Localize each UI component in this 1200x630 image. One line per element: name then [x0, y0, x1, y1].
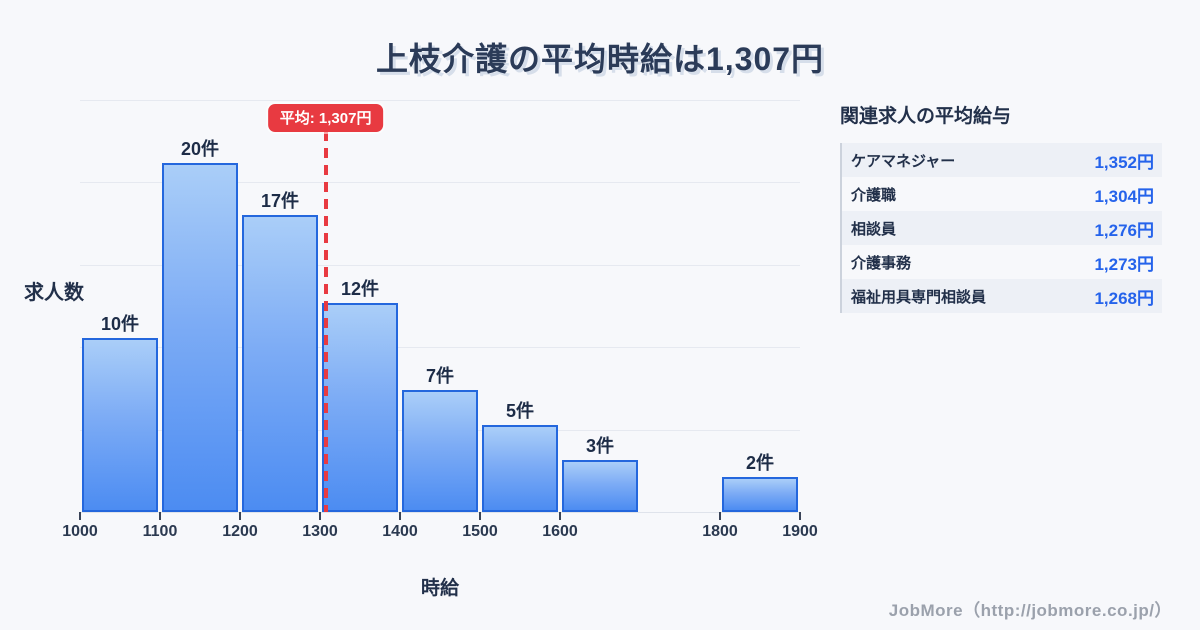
- salary-row-value: 1,304円: [1094, 186, 1154, 206]
- x-axis-label: 時給: [420, 578, 460, 599]
- y-axis-label: 求人数: [24, 282, 84, 304]
- salary-row-label: 介護職: [851, 186, 897, 204]
- gridline: [80, 347, 800, 349]
- page-title: 上枝介護の平均時給は1,307円: [375, 41, 825, 77]
- histogram-bar: [162, 163, 238, 512]
- x-tick-label: 1100: [142, 523, 178, 540]
- histogram-bar: [322, 302, 398, 512]
- histogram-bar: [562, 459, 638, 512]
- histogram-bar: [242, 215, 318, 512]
- x-axis-tick: [239, 512, 241, 520]
- bar-count-label: 12件: [340, 278, 380, 299]
- bar-count-label: 2件: [745, 453, 775, 474]
- x-tick-label: 1600: [542, 523, 578, 540]
- related-salaries-list: ケアマネジャー 1,352円介護職 1,304円相談員 1,276円介護事務 1,273…: [840, 143, 1162, 313]
- salary-row: 介護事務 1,273円: [842, 245, 1162, 279]
- x-tick-label: 1500: [462, 523, 498, 540]
- salary-row-value: 1,273円: [1094, 254, 1154, 274]
- x-axis-tick: [719, 512, 721, 520]
- histogram-bar: [402, 389, 478, 512]
- salary-row: 相談員 1,276円: [842, 211, 1162, 245]
- x-axis-tick: [559, 512, 561, 520]
- bar-count-label: 3件: [585, 435, 615, 456]
- average-badge: 平均: 1,307円: [267, 104, 384, 132]
- histogram-bar: [482, 424, 558, 513]
- x-axis-tick: [79, 512, 81, 520]
- bar-count-label: 20件: [180, 139, 220, 159]
- salary-row-label: 福祉用具専門相談員: [851, 288, 987, 306]
- x-axis-tick: [319, 512, 321, 520]
- x-axis-tick: [159, 512, 161, 520]
- x-tick-label: 1300: [302, 523, 338, 540]
- x-tick-label: 1000: [62, 523, 98, 540]
- salary-row: 介護職 1,304円: [842, 177, 1162, 211]
- salary-row-value: 1,268円: [1094, 288, 1154, 308]
- salary-row-label: 介護事務: [851, 254, 912, 272]
- salary-row: ケアマネジャー 1,352円: [842, 143, 1162, 177]
- salary-row: 福祉用具専門相談員 1,268円: [842, 279, 1162, 313]
- salary-row-label: ケアマネジャー: [851, 152, 956, 170]
- x-tick-label: 1200: [222, 523, 258, 540]
- x-axis-line: [80, 512, 800, 513]
- x-axis-tick: [399, 512, 401, 520]
- related-salaries-title: 関連求人の平均給与: [840, 106, 1012, 127]
- average-line: [323, 131, 328, 512]
- x-axis-tick: [799, 512, 801, 520]
- salary-row-value: 1,276円: [1094, 220, 1154, 240]
- x-tick-label: 1400: [382, 523, 418, 540]
- gridline: [80, 100, 800, 101]
- gridline: [80, 264, 800, 266]
- x-tick-label: 1900: [782, 523, 818, 540]
- x-tick-label: 1800: [702, 523, 738, 540]
- histogram-bar: [82, 337, 158, 512]
- salary-row-value: 1,352円: [1094, 152, 1154, 172]
- bar-count-label: 5件: [505, 400, 535, 421]
- histogram-bar: [722, 477, 798, 512]
- gridline: [80, 182, 800, 184]
- bar-count-label: 17件: [260, 191, 300, 212]
- footer-credit: JobMore（http://jobmore.co.jp/）: [888, 601, 1172, 620]
- salary-row-label: 相談員: [851, 220, 897, 238]
- bar-count-label: 7件: [425, 365, 455, 386]
- bar-count-label: 10件: [100, 313, 140, 334]
- x-axis-tick: [479, 512, 481, 520]
